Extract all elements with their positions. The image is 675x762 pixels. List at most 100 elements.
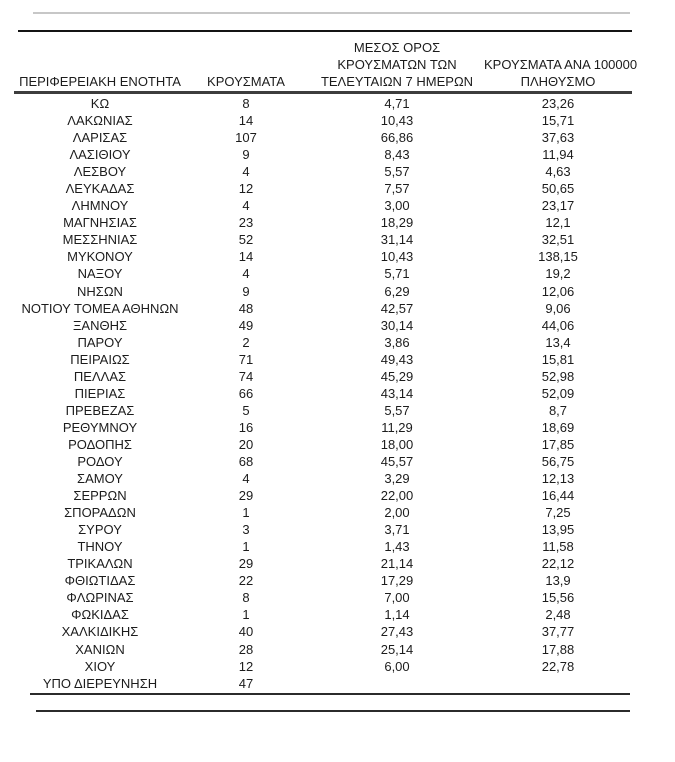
table-row: ΜΕΣΣΗΝΙΑΣ 52 31,14 32,51 [18,231,632,248]
cell-avg7: 2,00 [384,505,410,521]
cell-region: ΦΘΙΩΤΙΔΑΣ [64,573,136,589]
cell-region: ΠΕΙΡΑΙΩΣ [70,351,130,367]
cell-cases: 8 [242,96,250,111]
table-row: ΣΕΡΡΩΝ 29 22,00 16,44 [18,487,632,504]
cell-avg7: 11,29 [381,419,413,435]
table-row: ΝΟΤΙΟΥ ΤΟΜΕΑ ΑΘΗΝΩΝ 48 42,57 9,06 [18,300,632,317]
cell-cases: 9 [242,147,250,163]
cell-avg7: 45,29 [380,368,414,384]
cell-avg7: 6,29 [384,283,410,299]
cell-region: ΤΡΙΚΑΛΩΝ [67,556,133,572]
cell-cases: 40 [238,624,254,640]
cell-avg7: 30,14 [380,317,414,333]
cell-region: ΡΕΘΥΜΝΟΥ [62,419,138,435]
cell-cases: 14 [238,113,254,129]
table-row: ΜΥΚΟΝΟΥ 14 10,43 138,15 [18,248,632,265]
cell-avg7: 3,86 [384,334,410,350]
table-row: ΣΠΟΡΑΔΩΝ 1 2,00 7,25 [18,504,632,521]
cell-cases: 48 [238,300,254,316]
cell-cases: 71 [238,351,254,367]
table-row: ΦΘΙΩΤΙΔΑΣ 22 17,29 13,9 [18,572,632,589]
cell-region: ΣΕΡΡΩΝ [73,488,127,504]
cell-cases: 29 [238,488,254,504]
cell-region: ΞΑΝΘΗΣ [72,317,128,333]
cell-region: ΧΙΟΥ [84,658,116,674]
table-row: ΛΕΥΚΑΔΑΣ 12 7,57 50,65 [18,180,632,197]
cell-per100k: 12,13 [541,471,575,487]
cell-avg7: 1,14 [384,607,410,623]
table-body: ΚΩ 8 4,71 23,26 ΛΑΚΩΝΙΑΣ 14 10,43 15,71 ΛΑΡΙΣΑΣ 1… [18,95,632,692]
cell-avg7: 17,29 [380,573,414,589]
cell-region: ΜΕΣΣΗΝΙΑΣ [62,232,138,248]
cell-per100k: 13,95 [541,522,575,538]
cell-region: ΝΑΞΟΥ [77,266,123,282]
column-header-cases: ΚΡΟΥΣΜΑΤΑ [182,73,310,90]
cell-per100k: 37,77 [541,624,575,640]
table-bottom-border [30,693,630,695]
cell-region: ΣΑΜΟΥ [77,471,123,487]
cell-per100k: 11,58 [542,539,574,555]
cell-per100k: 15,81 [541,351,575,367]
table-row: ΝΗΣΩΝ 9 6,29 12,06 [18,283,632,300]
cell-per100k: 12,06 [541,283,575,299]
table-row: ΠΕΙΡΑΙΩΣ 71 49,43 15,81 [18,351,632,368]
cell-region: ΡΟΔΟΠΗΣ [68,436,132,452]
table-row: ΧΑΝΙΩΝ 28 25,14 17,88 [18,641,632,658]
table-row: ΡΟΔΟΠΗΣ 20 18,00 17,85 [18,436,632,453]
cell-cases: 12 [238,181,254,197]
cell-avg7: 3,00 [384,198,410,214]
table-row: ΞΑΝΘΗΣ 49 30,14 44,06 [18,317,632,334]
bottom-divider-line [36,710,630,712]
cell-per100k: 15,71 [541,113,575,129]
table-row: ΠΕΛΛΑΣ 74 45,29 52,98 [18,368,632,385]
cell-cases: 4 [242,198,250,214]
cell-avg7: 7,57 [384,181,410,197]
cell-avg7: 27,43 [380,624,414,640]
cell-avg7: 10,43 [380,249,414,265]
cell-region: ΤΗΝΟΥ [77,539,123,555]
cell-per100k [484,675,632,692]
top-divider-line [33,12,630,14]
cell-per100k: 12,1 [545,215,571,231]
cell-region: ΝΟΤΙΟΥ ΤΟΜΕΑ ΑΘΗΝΩΝ [21,300,179,316]
cell-avg7: 1,43 [384,539,410,555]
cell-per100k: 2,48 [545,607,571,623]
cell-avg7: 18,00 [380,436,414,452]
table-row: ΛΑΣΙΘΙΟΥ 9 8,43 11,94 [18,146,632,163]
column-header-line: ΠΕΡΙΦΕΡΕΙΑΚΗ ΕΝΟΤΗΤΑ [19,74,181,89]
cell-region: ΝΗΣΩΝ [77,283,123,299]
cell-cases: 14 [238,249,254,265]
cell-per100k: 56,75 [541,453,575,469]
cell-avg7: 25,14 [380,641,414,657]
table-row: ΥΠΟ ΔΙΕΡΕΥΝΗΣΗ 47 [18,675,632,692]
cell-region: ΛΕΣΒΟΥ [73,164,127,180]
table-row: ΛΑΚΩΝΙΑΣ 14 10,43 15,71 [18,112,632,129]
cell-region: ΦΩΚΙΔΑΣ [71,607,129,623]
table-row: ΡΕΘΥΜΝΟΥ 16 11,29 18,69 [18,419,632,436]
cell-avg7: 42,57 [380,300,414,316]
table-row: ΦΛΩΡΙΝΑΣ 8 7,00 15,56 [18,589,632,606]
table-row: ΛΗΜΝΟΥ 4 3,00 23,17 [18,197,632,214]
cell-cases: 5 [242,402,250,418]
cell-per100k: 37,63 [541,130,575,146]
table-row: ΠΑΡΟΥ 2 3,86 13,4 [18,334,632,351]
cell-per100k: 7,25 [545,505,571,521]
cell-region: ΚΩ [90,96,110,111]
cell-per100k: 23,26 [541,96,575,111]
cell-avg7: 45,57 [380,453,414,469]
table-row: ΣΑΜΟΥ 4 3,29 12,13 [18,470,632,487]
cell-region: ΠΡΕΒΕΖΑΣ [65,402,135,418]
cell-avg7: 5,71 [384,266,410,282]
table-row: ΜΑΓΝΗΣΙΑΣ 23 18,29 12,1 [18,214,632,231]
cell-avg7: 22,00 [380,488,414,504]
column-header-region: ΠΕΡΙΦΕΡΕΙΑΚΗ ΕΝΟΤΗΤΑ [18,73,182,90]
cell-cases: 1 [242,539,250,555]
cell-avg7: 7,00 [384,590,410,606]
cell-region: ΧΑΝΙΩΝ [75,641,125,657]
cell-per100k: 23,17 [541,198,575,214]
column-header-line: ΜΕΣΟΣ ΟΡΟΣ [353,40,441,55]
cell-per100k: 16,44 [541,488,575,504]
cell-per100k: 8,7 [548,402,568,418]
cell-avg7: 3,29 [384,471,410,487]
cell-region: ΣΥΡΟΥ [78,522,122,538]
